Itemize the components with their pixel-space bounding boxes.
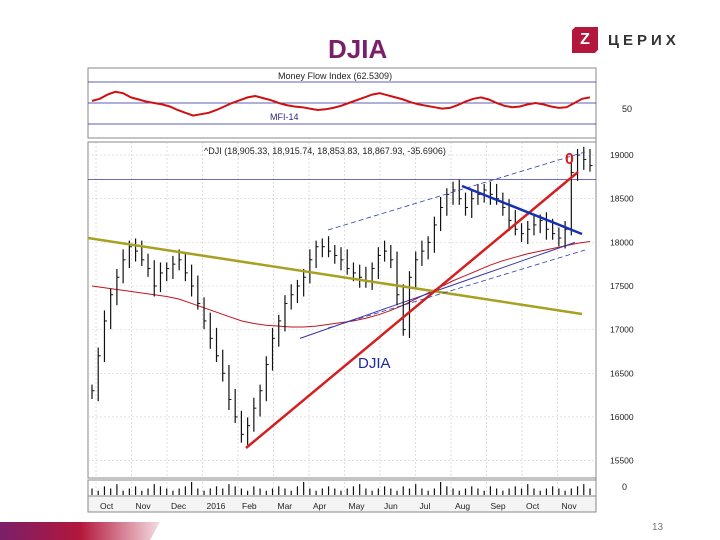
x-axis-label: Feb xyxy=(242,501,257,511)
price-ytick-label: 18000 xyxy=(610,237,634,247)
mfi-series-label: MFI-14 xyxy=(270,112,299,122)
x-axis-label: 2016 xyxy=(207,501,226,511)
channel-lower-line xyxy=(327,249,586,329)
logo-mark-icon: Z xyxy=(572,27,598,53)
x-axis-label: Nov xyxy=(136,501,152,511)
page-number: 13 xyxy=(652,522,664,533)
olive-trendline xyxy=(87,236,583,316)
x-axis-label: Apr xyxy=(313,501,326,511)
x-axis-label: Oct xyxy=(526,501,540,511)
x-axis-label: Jul xyxy=(420,501,431,511)
x-axis-label: Nov xyxy=(562,501,578,511)
moving-average-long xyxy=(91,240,591,328)
price-ytick-label: 16000 xyxy=(610,412,634,422)
volume-panel-frame xyxy=(87,479,597,497)
price-ytick-label: 17500 xyxy=(610,281,634,291)
price-title: ^DJI (18,905.33, 18,915.74, 18,853.83, 1… xyxy=(204,146,446,156)
mfi-line xyxy=(91,90,591,117)
mfi-title: Money Flow Index (62.5309) xyxy=(278,71,392,81)
volume-ytick-0: 0 xyxy=(622,482,627,492)
x-axis-label: Jun xyxy=(384,501,398,511)
logo-text: ЦЕРИХ xyxy=(608,31,680,49)
red-uptrend-line xyxy=(245,171,579,449)
price-ytick-label: 15500 xyxy=(610,456,634,466)
price-ytick-label: 16500 xyxy=(610,368,634,378)
channel-upper-line xyxy=(327,151,586,231)
x-axis-label: Sep xyxy=(491,501,506,511)
footer-gradient-bar xyxy=(0,522,160,540)
x-axis-label: May xyxy=(349,501,366,511)
x-axis-label: Aug xyxy=(455,501,470,511)
x-axis-label: Dec xyxy=(171,501,187,511)
brand-logo: Z ЦЕРИХ xyxy=(572,26,680,54)
djia-annotation: DJIA xyxy=(358,355,391,372)
x-axis-label: Oct xyxy=(100,501,114,511)
zero-annotation: 0 xyxy=(565,151,574,168)
price-ytick-label: 17000 xyxy=(610,325,634,335)
slide-title: DJIA xyxy=(328,34,388,64)
mfi-ytick-50: 50 xyxy=(622,104,632,114)
axis-strip xyxy=(87,495,597,513)
price-panel-frame xyxy=(87,141,597,479)
price-ytick-label: 18500 xyxy=(610,194,634,204)
price-ytick-label: 19000 xyxy=(610,150,634,160)
blue-downtrend-line xyxy=(461,184,583,236)
x-axis-label: Mar xyxy=(278,501,293,511)
